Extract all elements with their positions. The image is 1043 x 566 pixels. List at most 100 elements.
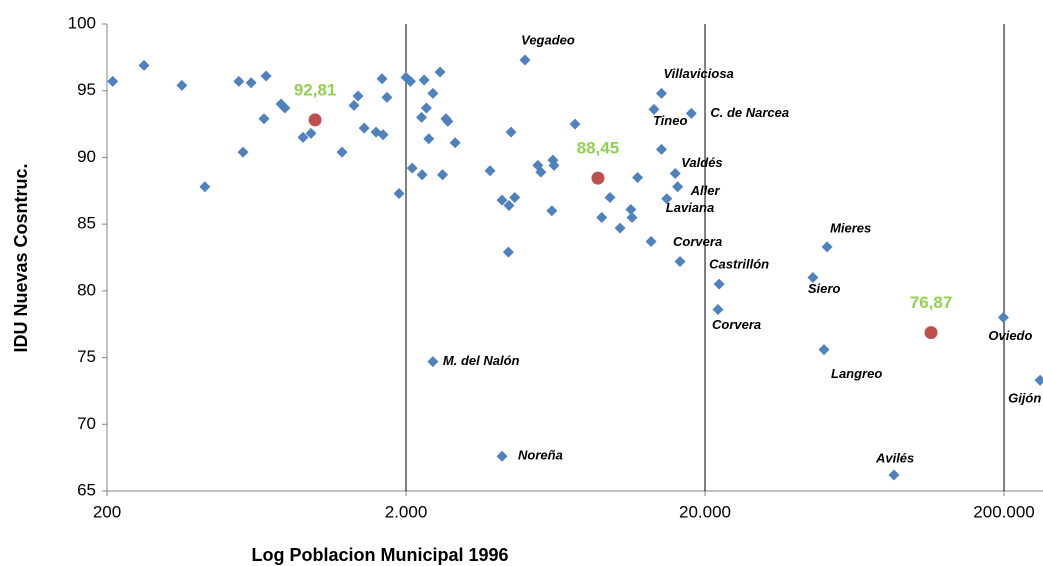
point bbox=[496, 194, 508, 206]
point bbox=[672, 181, 684, 193]
point bbox=[348, 99, 360, 111]
point bbox=[434, 66, 446, 78]
point bbox=[596, 211, 608, 223]
point bbox=[821, 241, 833, 253]
point bbox=[655, 87, 667, 99]
point bbox=[713, 278, 725, 290]
point bbox=[416, 169, 428, 181]
point bbox=[233, 75, 245, 87]
point bbox=[888, 469, 900, 481]
point bbox=[674, 256, 686, 268]
point bbox=[645, 235, 657, 247]
point-label: Avilés bbox=[875, 450, 914, 465]
y-tick-label: 65 bbox=[77, 480, 96, 499]
point bbox=[818, 344, 830, 356]
point bbox=[648, 103, 660, 115]
point bbox=[336, 146, 348, 158]
point-label: Tineo bbox=[653, 113, 687, 128]
point bbox=[519, 54, 531, 66]
point-label: Castrillón bbox=[709, 257, 769, 272]
y-tick-label: 95 bbox=[77, 80, 96, 99]
point bbox=[503, 199, 515, 211]
x-axis-title: Log Poblacion Municipal 1996 bbox=[251, 545, 508, 565]
point bbox=[138, 59, 150, 71]
point bbox=[496, 450, 508, 462]
point bbox=[406, 162, 418, 174]
point bbox=[245, 77, 257, 89]
point-label: Valdés bbox=[681, 155, 722, 170]
point bbox=[416, 111, 428, 123]
point bbox=[1034, 374, 1043, 386]
point bbox=[626, 211, 638, 223]
x-tick-label: 200 bbox=[93, 502, 121, 521]
mean-point bbox=[924, 326, 938, 340]
point-label: Mieres bbox=[830, 220, 871, 235]
value-label: 76,87 bbox=[910, 293, 953, 312]
point bbox=[655, 143, 667, 155]
point bbox=[997, 312, 1009, 324]
point bbox=[632, 171, 644, 183]
point bbox=[669, 167, 681, 179]
point bbox=[420, 102, 432, 114]
point bbox=[352, 90, 364, 102]
mean-point bbox=[308, 113, 322, 127]
point bbox=[176, 79, 188, 91]
y-tick-label: 85 bbox=[77, 214, 96, 233]
x-tick-label: 200.000 bbox=[973, 502, 1034, 521]
point bbox=[449, 137, 461, 149]
point bbox=[358, 122, 370, 134]
point bbox=[625, 203, 637, 215]
point bbox=[685, 107, 697, 119]
x-tick-label: 2.000 bbox=[385, 502, 428, 521]
point bbox=[661, 193, 673, 205]
point-label: Corvera bbox=[712, 317, 761, 332]
point bbox=[484, 165, 496, 177]
point-label: Vegadeo bbox=[521, 32, 575, 47]
point bbox=[404, 75, 416, 87]
x-tick-label: 20.000 bbox=[679, 502, 731, 521]
point-label: Villaviciosa bbox=[663, 66, 733, 81]
value-label: 92,81 bbox=[294, 80, 337, 99]
point bbox=[376, 73, 388, 85]
y-tick-label: 100 bbox=[68, 13, 96, 32]
point-label: Laviana bbox=[666, 200, 714, 215]
point bbox=[569, 118, 581, 130]
point bbox=[279, 102, 291, 114]
point bbox=[305, 127, 317, 139]
point-label: Corvera bbox=[673, 234, 722, 249]
point-label: Gijón bbox=[1008, 391, 1041, 406]
point bbox=[505, 126, 517, 138]
point bbox=[260, 70, 272, 82]
point bbox=[199, 181, 211, 193]
y-tick-label: 90 bbox=[77, 147, 96, 166]
point bbox=[107, 75, 119, 87]
point bbox=[258, 113, 270, 125]
point bbox=[807, 272, 819, 284]
point-label: Langreo bbox=[831, 366, 882, 381]
point-label: Siero bbox=[808, 281, 841, 296]
point bbox=[377, 129, 389, 141]
point-label: M. del Nalón bbox=[443, 353, 520, 368]
point bbox=[427, 87, 439, 99]
point-label: Noreña bbox=[518, 448, 563, 463]
point bbox=[535, 166, 547, 178]
point bbox=[604, 191, 616, 203]
point bbox=[442, 115, 454, 127]
y-tick-label: 75 bbox=[77, 347, 96, 366]
point bbox=[437, 169, 449, 181]
point-label: Aller bbox=[690, 183, 721, 198]
point-label: Oviedo bbox=[988, 328, 1032, 343]
y-tick-label: 80 bbox=[77, 280, 96, 299]
mean-point bbox=[591, 171, 605, 185]
point bbox=[297, 131, 309, 143]
point bbox=[509, 191, 521, 203]
point bbox=[418, 74, 430, 86]
value-label: 88,45 bbox=[577, 139, 620, 158]
point bbox=[393, 187, 405, 199]
point bbox=[381, 91, 393, 103]
point bbox=[548, 159, 560, 171]
point bbox=[502, 246, 514, 258]
y-tick-label: 70 bbox=[77, 414, 96, 433]
point-label: C. de Narcea bbox=[710, 105, 789, 120]
